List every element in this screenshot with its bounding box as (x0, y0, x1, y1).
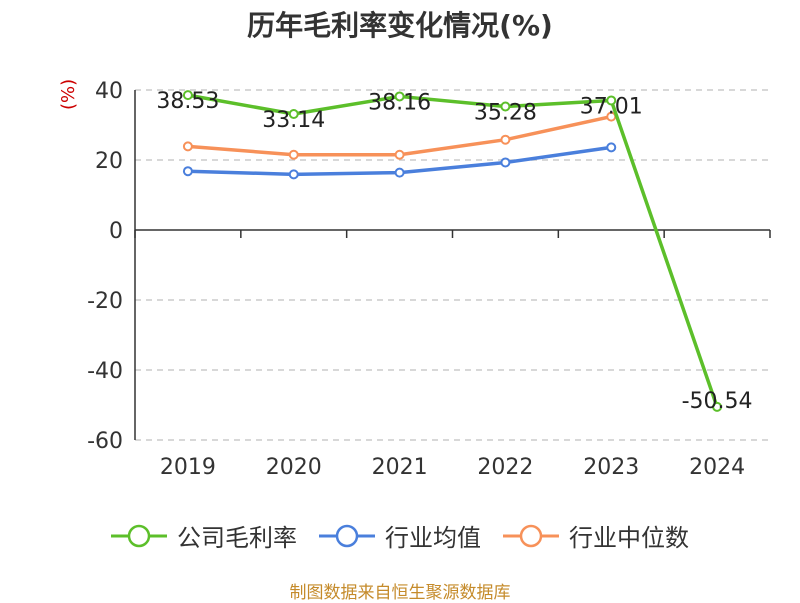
y-tick-label: -40 (87, 359, 123, 384)
legend-label: 行业中位数 (569, 524, 689, 552)
data-point (500, 157, 511, 168)
data-point (606, 95, 617, 106)
y-tick-label: 20 (95, 149, 123, 174)
data-point (394, 91, 405, 102)
source-note: 制图数据来自恒生聚源数据库 (289, 583, 511, 603)
x-tick-label: 2024 (689, 455, 745, 480)
legend-swatch (503, 524, 559, 547)
data-point (182, 90, 193, 101)
data-label: 38.53 (156, 89, 219, 114)
legend-item[interactable]: 行业均值 (319, 518, 481, 553)
x-tick-label: 2019 (160, 455, 216, 480)
data-point (606, 142, 617, 153)
data-point (288, 149, 299, 160)
legend-label: 行业均值 (385, 524, 481, 552)
data-point (712, 401, 723, 412)
data-point (394, 149, 405, 160)
x-tick-label: 2023 (583, 455, 639, 480)
legend-label: 公司毛利率 (177, 524, 297, 552)
y-tick-label: -20 (87, 289, 123, 314)
data-point (394, 167, 405, 178)
series-line (187, 114, 612, 157)
chart-title: 历年毛利率变化情况(%) (247, 9, 553, 42)
data-label: -50.54 (682, 389, 753, 414)
data-label: 33.14 (262, 108, 325, 133)
legend-swatch-marker (519, 524, 543, 547)
x-tick-label: 2022 (477, 455, 533, 480)
legend-item[interactable]: 行业中位数 (503, 518, 689, 553)
y-tick-label: -60 (87, 429, 123, 454)
data-point (500, 134, 511, 145)
y-tick-label: 40 (95, 79, 123, 104)
data-label: 38.16 (368, 90, 431, 115)
data-label: 35.28 (474, 101, 537, 126)
y-tick-label: 0 (109, 219, 123, 244)
legend-swatch-marker (335, 524, 359, 547)
data-label: 37.01 (580, 94, 643, 119)
data-point (288, 109, 299, 120)
legend-swatch (111, 524, 167, 547)
legend-swatch (319, 524, 375, 547)
x-tick-label: 2021 (372, 455, 428, 480)
data-point (182, 141, 193, 152)
data-point (288, 169, 299, 180)
data-point (500, 101, 511, 112)
legend-item[interactable]: 公司毛利率 (111, 518, 297, 553)
legend-swatch-marker (127, 524, 151, 547)
x-tick-label: 2020 (266, 455, 322, 480)
chart-legend: 公司毛利率 行业均值 行业中位数 (0, 518, 800, 553)
data-point (182, 166, 193, 177)
series-line (187, 93, 719, 408)
